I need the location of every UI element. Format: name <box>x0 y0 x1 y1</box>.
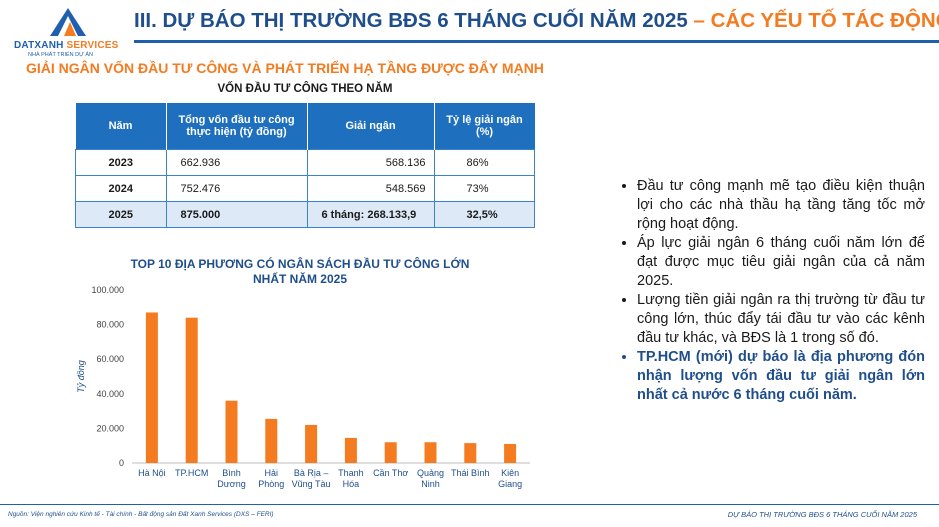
footer-title: DỰ BÁO THỊ TRƯỜNG BĐS 6 THÁNG CUỐI NĂM 2… <box>727 510 917 519</box>
x-tick-label: Thanh Hóa <box>338 468 364 489</box>
cell-total: 662.936 <box>165 149 308 176</box>
table-header-row: Năm Tổng vốn đầu tư công thực hiện (tỷ đ… <box>75 103 535 150</box>
col-header-rate: Tỷ lệ giải ngân (%) <box>433 103 535 150</box>
logo-mark-icon <box>50 8 86 36</box>
table-title: VỐN ĐẦU TƯ CÔNG THEO NĂM <box>217 83 393 95</box>
bar <box>384 442 397 463</box>
cell-year: 2024 <box>75 175 167 202</box>
table-row: 2024 752.476 548.569 73% <box>75 175 535 202</box>
x-tick-label: Bà Rịa – Vũng Tàu <box>292 468 331 489</box>
bar <box>464 443 477 463</box>
col-header-total: Tổng vốn đầu tư công thực hiện (tỷ đồng) <box>165 103 307 150</box>
logo-brand: DATXANH SERVICES <box>14 40 119 51</box>
y-tick-label: 100.000 <box>91 285 124 295</box>
y-tick-label: 60.000 <box>96 354 124 364</box>
cell-rate: 32,5% <box>433 201 535 228</box>
bar <box>265 418 278 463</box>
cell-year: 2025 <box>75 201 167 228</box>
cell-disbursed: 548.569 <box>306 175 435 202</box>
col-header-year: Năm <box>75 103 166 150</box>
x-tick-label: Hải Phòng <box>258 468 284 489</box>
cell-total: 752.476 <box>165 175 308 202</box>
bar-chart: Tỷ đồng 0 20.000 40.000 60.000 80.000 100.000 H… <box>76 285 530 489</box>
footer-source: Nguồn: Viện nghiên cứu Kinh tế - Tài chí… <box>8 511 274 518</box>
x-tick-label: TP.HCM <box>175 468 208 478</box>
y-tick-label: 40.000 <box>96 389 124 399</box>
y-tick-label: 0 <box>119 458 124 468</box>
cell-disbursed: 6 tháng: 268.133,9 <box>306 201 435 228</box>
page-title: III. DỰ BÁO THỊ TRƯỜNG BĐS 6 THÁNG CUỐI … <box>134 9 939 32</box>
header-divider <box>134 40 939 43</box>
y-axis-label: Tỷ đồng <box>76 360 86 393</box>
cell-rate: 73% <box>433 175 535 202</box>
public-investment-table: Năm Tổng vốn đầu tư công thực hiện (tỷ đ… <box>75 103 535 228</box>
bar <box>185 317 198 463</box>
section-subtitle: GIẢI NGÂN VỐN ĐẦU TƯ CÔNG VÀ PHÁT TRIỂN … <box>26 60 544 76</box>
footer-divider <box>0 504 939 505</box>
cell-total: 875.000 <box>165 201 308 228</box>
bullet-item: Áp lực giải ngân 6 tháng cuối năm lớn để… <box>637 234 925 291</box>
x-tick-label: Bình Dương <box>217 468 245 489</box>
col-header-disbursed: Giải ngân <box>306 103 434 150</box>
bar <box>504 443 517 463</box>
cell-rate: 86% <box>433 149 535 176</box>
company-logo: DATXANH SERVICES NHÀ PHÁT TRIỂN DỰ ÁN <box>14 6 124 58</box>
bar <box>424 442 437 463</box>
cell-disbursed: 568.136 <box>306 149 435 176</box>
x-tick-label: Kiên Giang <box>498 468 522 489</box>
y-tick-label: 20.000 <box>96 423 124 433</box>
x-tick-label: Hà Nội <box>138 468 166 478</box>
bullet-item: Đầu tư công mạnh mẽ tạo điều kiện thuận … <box>637 177 925 234</box>
logo-tagline: NHÀ PHÁT TRIỂN DỰ ÁN <box>28 52 94 58</box>
bar <box>145 312 158 463</box>
x-tick-label: Thái Bình <box>451 468 490 478</box>
table-row: 2025 875.000 6 tháng: 268.133,9 32,5% <box>75 201 535 228</box>
x-tick-label: Cần Thơ <box>373 468 408 478</box>
bullet-list: Đầu tư công mạnh mẽ tạo điều kiện thuận … <box>612 177 925 405</box>
bullet-item-highlight: TP.HCM (mới) dự báo là địa phương đón nh… <box>637 348 925 405</box>
cell-year: 2023 <box>75 149 167 176</box>
bullet-item: Lượng tiền giải ngân ra thị trường từ đầ… <box>637 291 925 348</box>
chart-title: TOP 10 ĐỊA PHƯƠNG CÓ NGÂN SÁCH ĐẦU TƯ CÔ… <box>130 257 470 286</box>
x-tick-label: Quảng Ninh <box>417 468 444 489</box>
bar <box>344 437 357 463</box>
bar <box>305 424 318 463</box>
bar <box>225 400 238 463</box>
table-row: 2023 662.936 568.136 86% <box>75 149 535 176</box>
y-tick-label: 80.000 <box>96 320 124 330</box>
